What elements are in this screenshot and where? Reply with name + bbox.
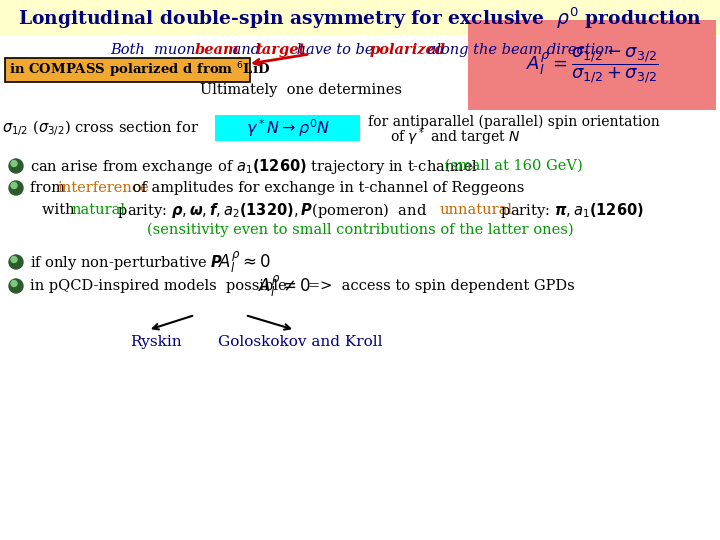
Text: interference: interference bbox=[58, 181, 150, 195]
Text: $A_l^\rho \approx 0$: $A_l^\rho \approx 0$ bbox=[218, 249, 271, 275]
Circle shape bbox=[11, 183, 17, 188]
Text: =>  access to spin dependent GPDs: => access to spin dependent GPDs bbox=[308, 279, 575, 293]
Text: $A_l^\rho = \dfrac{\sigma_{1/2}-\sigma_{3/2}}{\sigma_{1/2}+\sigma_{3/2}}$: $A_l^\rho = \dfrac{\sigma_{1/2}-\sigma_{… bbox=[526, 45, 658, 85]
Circle shape bbox=[9, 279, 23, 293]
Text: $A_l^\rho \neq 0$: $A_l^\rho \neq 0$ bbox=[258, 273, 311, 299]
Text: along the beam direction: along the beam direction bbox=[423, 43, 613, 57]
Text: for antiparallel (parallel) spin orientation: for antiparallel (parallel) spin orienta… bbox=[368, 115, 660, 129]
Text: Goloskokov and Kroll: Goloskokov and Kroll bbox=[218, 335, 382, 349]
Text: unnatural: unnatural bbox=[440, 203, 513, 217]
Text: of amplitudes for exchange in t-channel of Reggeons: of amplitudes for exchange in t-channel … bbox=[128, 181, 524, 195]
Text: polarized: polarized bbox=[370, 43, 446, 57]
Circle shape bbox=[11, 160, 17, 166]
Text: and: and bbox=[228, 43, 265, 57]
Text: natural: natural bbox=[71, 203, 125, 217]
Bar bbox=[215, 115, 360, 141]
Text: $\sigma_{1/2}$ ($\sigma_{3/2}$) cross section for: $\sigma_{1/2}$ ($\sigma_{3/2}$) cross se… bbox=[2, 118, 199, 138]
Text: of $\gamma^*$ and target $N$: of $\gamma^*$ and target $N$ bbox=[390, 126, 521, 148]
Text: (sensitivity even to small contributions of the latter ones): (sensitivity even to small contributions… bbox=[147, 223, 573, 237]
Circle shape bbox=[9, 181, 23, 195]
Text: parity: $\boldsymbol{\pi, a_1(1260)}$: parity: $\boldsymbol{\pi, a_1(1260)}$ bbox=[496, 200, 644, 219]
Bar bbox=[0, 0, 720, 35]
Text: from: from bbox=[30, 181, 70, 195]
Text: with: with bbox=[42, 203, 84, 217]
Text: can arise from exchange of $\boldsymbol{a_1(1260)}$ trajectory in t-channel: can arise from exchange of $\boldsymbol{… bbox=[30, 157, 478, 176]
Text: parity: $\boldsymbol{\rho, \omega, f, a_2(1320), P}$(pomeron)  and: parity: $\boldsymbol{\rho, \omega, f, a_… bbox=[113, 200, 432, 219]
Text: in pQCD-inspired models  possible: in pQCD-inspired models possible bbox=[30, 279, 287, 293]
Circle shape bbox=[9, 159, 23, 173]
Text: (small at 160 GeV): (small at 160 GeV) bbox=[440, 159, 582, 173]
Text: Both  muon: Both muon bbox=[110, 43, 200, 57]
Text: have to be: have to be bbox=[292, 43, 378, 57]
Circle shape bbox=[9, 255, 23, 269]
Text: $\gamma^* N \rightarrow \rho^0 N$: $\gamma^* N \rightarrow \rho^0 N$ bbox=[246, 117, 330, 139]
Circle shape bbox=[11, 256, 17, 262]
Text: target: target bbox=[255, 43, 305, 57]
Bar bbox=[468, 20, 716, 110]
Bar bbox=[5, 58, 250, 82]
Circle shape bbox=[11, 280, 17, 287]
Text: if only non-perturbative $\boldsymbol{P}$: if only non-perturbative $\boldsymbol{P}… bbox=[30, 253, 223, 272]
Text: beam: beam bbox=[195, 43, 240, 57]
Text: Longitudinal double-spin asymmetry for exclusive  $\rho^0$ production: Longitudinal double-spin asymmetry for e… bbox=[18, 5, 702, 31]
Text: Ultimately  one determines: Ultimately one determines bbox=[200, 83, 402, 97]
Text: Ryskin: Ryskin bbox=[130, 335, 181, 349]
Text: in COMPASS polarized d from $^6$LiD: in COMPASS polarized d from $^6$LiD bbox=[9, 60, 270, 80]
